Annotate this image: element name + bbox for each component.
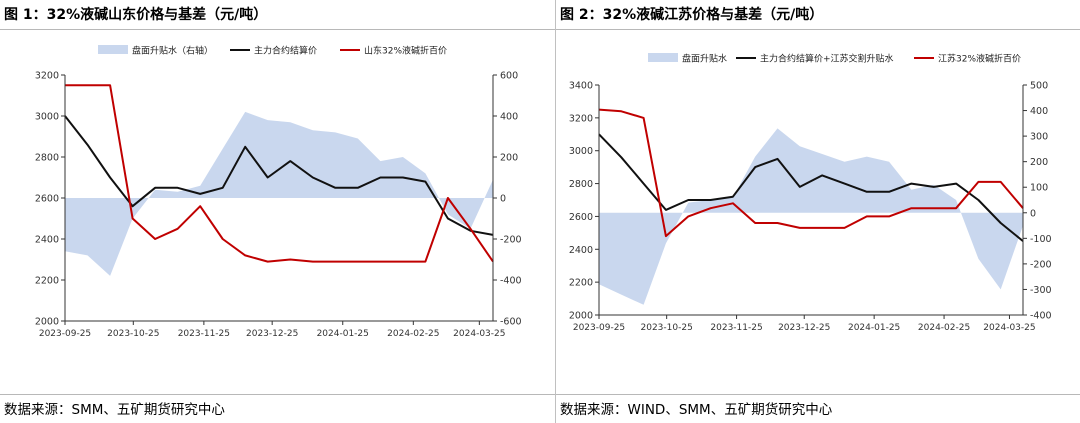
y2-tick-label: 400 — [1030, 106, 1048, 117]
legend-label: 山东32%液碱折百价 — [364, 45, 447, 57]
jiangsu-price-basis-chart: 20002200240026002800300032003400-400-300… — [569, 53, 1052, 334]
y-tick-label: 2000 — [35, 317, 59, 328]
y-tick-label: 3200 — [569, 113, 593, 124]
x-tick-label: 2023-09-25 — [573, 323, 625, 333]
x-tick-label: 2023-09-25 — [39, 329, 91, 339]
settlement-price-line — [598, 133, 1024, 242]
y-tick-label: 2600 — [569, 212, 593, 223]
panel-divider — [555, 0, 556, 423]
y-tick-label: 3200 — [35, 71, 59, 82]
y2-tick-label: 400 — [500, 112, 518, 123]
right-panel: 图 2：32%液碱江苏价格与基差（元/吨） 2000 2200 2400 2600 28… — [556, 0, 1080, 423]
y2-tick-label: 300 — [1030, 132, 1048, 143]
y2-tick-label: -400 — [500, 276, 522, 287]
y-tick-label: 2200 — [569, 278, 593, 289]
x-tick-label: 2024-01-25 — [848, 323, 900, 333]
y2-tick-label: 500 — [1030, 81, 1048, 92]
settlement-price-line — [64, 115, 494, 236]
y2-tick-label: 200 — [500, 153, 518, 164]
legend-label: 主力合约结算价+江苏交割升贴水 — [760, 53, 894, 65]
y-tick-label: 2000 — [569, 311, 593, 322]
y2-tick-label: -300 — [1030, 285, 1052, 296]
x-tick-label: 2023-11-25 — [178, 329, 230, 339]
y-tick-label: 3000 — [569, 146, 593, 157]
left-panel: 图 1：32%液碱山东价格与基差（元/吨） 2000 2200 2400 2600 28… — [0, 7, 556, 418]
x-tick-label: 2023-12-25 — [778, 323, 830, 333]
y2-tick-label: 200 — [1030, 157, 1048, 168]
y-tick-label: 2200 — [35, 276, 59, 287]
basis-area-series — [65, 111, 493, 276]
source-rule — [0, 394, 556, 395]
source-note: 数据来源：WIND、SMM、五矿期货研究中心 — [560, 402, 833, 418]
y2-tick-label: -600 — [500, 317, 522, 328]
legend-swatch — [98, 45, 128, 54]
x-tick-label: 2024-02-25 — [387, 329, 439, 339]
y2-tick-label: -100 — [1030, 234, 1052, 245]
shandong-price-basis-chart: 2000220024002600280030003200-600-400-200… — [35, 45, 522, 340]
x-tick-label: 2024-03-25 — [453, 329, 505, 339]
y2-tick-label: 100 — [1030, 183, 1048, 194]
figure-title: 图 2：32%液碱江苏价格与基差（元/吨） — [560, 7, 824, 23]
x-tick-label: 2024-03-25 — [983, 323, 1035, 333]
legend-label: 主力合约结算价 — [254, 45, 317, 57]
spot-price-line — [65, 84, 494, 263]
legend-label: 盘面升贴水 — [682, 53, 727, 65]
x-tick-label: 2023-12-25 — [246, 329, 298, 339]
source-note: 数据来源：SMM、五矿期货研究中心 — [4, 402, 225, 418]
y2-tick-label: -400 — [1030, 311, 1052, 322]
legend-swatch — [648, 53, 678, 62]
y-tick-label: 2600 — [35, 194, 59, 205]
x-tick-label: 2024-02-25 — [918, 323, 970, 333]
legend-label: 江苏32%液碱折百价 — [938, 53, 1021, 65]
x-tick-label: 2023-10-25 — [107, 329, 159, 339]
y-tick-label: 2400 — [35, 235, 59, 246]
y2-tick-label: -200 — [1030, 259, 1052, 270]
spot-price-line — [598, 108, 1024, 238]
source-rule — [556, 394, 1080, 395]
title-rule — [556, 29, 1080, 30]
x-tick-label: 2024-01-25 — [317, 329, 369, 339]
y-tick-label: 3000 — [35, 112, 59, 123]
basis-area-series — [599, 128, 1023, 305]
y2-tick-label: 0 — [500, 194, 506, 205]
legend-label: 盘面升贴水（右轴） — [132, 45, 213, 57]
x-tick-label: 2023-11-25 — [710, 323, 762, 333]
figure-title: 图 1：32%液碱山东价格与基差（元/吨） — [4, 7, 268, 23]
y-tick-label: 2400 — [569, 245, 593, 256]
y2-tick-label: 0 — [1030, 208, 1036, 219]
y-tick-label: 2800 — [569, 179, 593, 190]
y2-tick-label: -200 — [500, 235, 522, 246]
y-tick-label: 3400 — [569, 81, 593, 92]
x-tick-label: 2023-10-25 — [641, 323, 693, 333]
y-tick-label: 2800 — [35, 153, 59, 164]
title-rule — [0, 29, 556, 30]
y2-tick-label: 600 — [500, 71, 518, 82]
